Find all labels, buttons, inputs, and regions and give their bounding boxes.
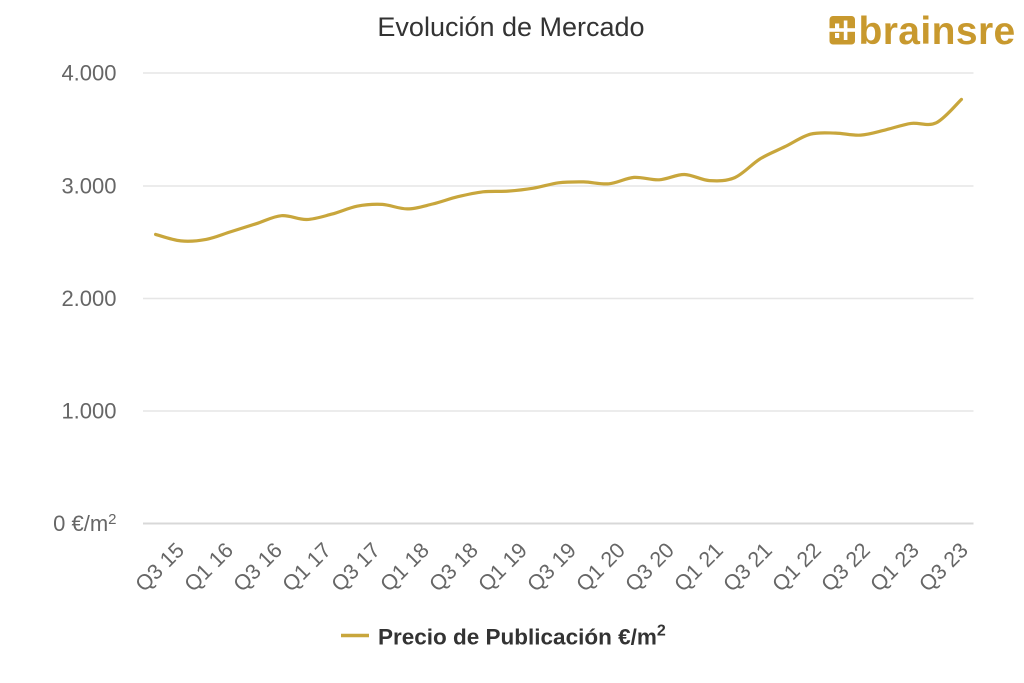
svg-text:Precio de Publicación €/m2: Precio de Publicación €/m2 bbox=[378, 623, 666, 650]
svg-text:3.000: 3.000 bbox=[61, 174, 116, 199]
svg-text:1.000: 1.000 bbox=[61, 399, 116, 424]
svg-text:0 €/m2: 0 €/m2 bbox=[53, 511, 116, 536]
svg-text:brainsre: brainsre bbox=[859, 10, 1016, 53]
svg-text:4.000: 4.000 bbox=[61, 61, 116, 86]
svg-text:2.000: 2.000 bbox=[61, 286, 116, 311]
svg-text:Evolución de Mercado: Evolución de Mercado bbox=[377, 12, 644, 42]
